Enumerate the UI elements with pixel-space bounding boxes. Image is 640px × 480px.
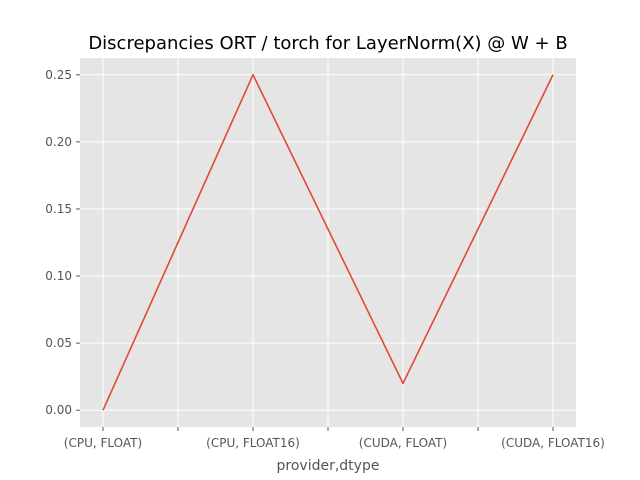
series-line [102,73,554,411]
x-axis-label: provider,dtype [277,458,380,474]
series-layer [102,73,554,411]
x-axis-ticks: (CPU, FLOAT) (CPU, FLOAT16) (CUDA, FLOAT) (… [64,427,605,450]
y-tick-label: 0.05 [45,336,72,350]
y-tick-label: 0.15 [45,202,72,216]
y-tick-label: 0.20 [45,135,72,149]
y-tick-label: 0.00 [45,403,72,417]
chart-title: Discrepancies ORT / torch for LayerNorm(… [88,33,567,54]
y-tick-label: 0.25 [45,68,72,82]
y-axis-ticks: 0.00 0.05 0.10 0.15 0.20 0.25 [45,68,80,417]
x-tick-label: (CUDA, FLOAT16) [501,436,605,450]
x-tick-label: (CPU, FLOAT) [64,436,142,450]
x-tick-label: (CPU, FLOAT16) [206,436,300,450]
y-tick-label: 0.10 [45,269,72,283]
x-tick-label: (CUDA, FLOAT) [359,436,447,450]
